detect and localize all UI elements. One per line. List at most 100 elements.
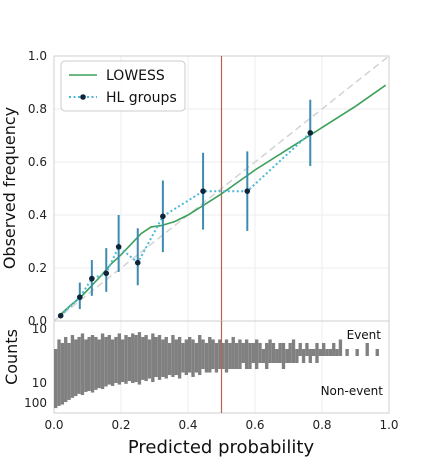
hl-point-5 — [134, 259, 141, 266]
non-event-bar-1 — [57, 356, 61, 406]
non-event-bar-69 — [285, 356, 289, 363]
non-event-bar-46 — [208, 356, 212, 373]
event-bar-58 — [248, 342, 252, 356]
event-bar-21 — [124, 335, 128, 356]
non-event-bar-64 — [268, 356, 272, 363]
event-bar-66 — [275, 349, 279, 356]
counts-upper-tick-0: 10 — [32, 322, 47, 336]
counts-panel: 10 10 100 0.0 0.2 0.4 0.6 0.8 1.0 Event Non-eve… — [2, 320, 399, 458]
non-event-bar-63 — [265, 356, 269, 370]
non-event-bar-66 — [275, 356, 279, 363]
non-event-bar-3 — [64, 356, 68, 403]
non-event-bar-36 — [174, 356, 178, 376]
hl-point-1 — [76, 294, 83, 300]
non-event-bar-59 — [251, 356, 255, 363]
event-bar-86 — [345, 349, 349, 356]
hl-point-2 — [89, 275, 95, 282]
non-event-bar-0 — [54, 356, 58, 409]
non-event-bar-73 — [301, 356, 306, 363]
non-event-bar-33 — [164, 356, 168, 379]
non-event-bar-67 — [278, 356, 282, 363]
hl-groups-line — [60, 132, 311, 317]
event-bar-46 — [208, 336, 212, 356]
y-tick-label-0: 0.0 — [28, 314, 47, 328]
event-bar-48 — [214, 342, 219, 356]
non-event-bar-55 — [238, 356, 242, 370]
non-event-bar-41 — [191, 356, 195, 377]
event-bar-30 — [154, 336, 158, 356]
non-event-bar-8 — [80, 356, 85, 396]
non-event-bar-72 — [295, 356, 299, 363]
event-histogram — [54, 332, 379, 356]
event-bar-19 — [117, 333, 121, 356]
event-bar-65 — [271, 342, 276, 356]
non-event-bar-29 — [151, 356, 155, 383]
non-event-bar-30 — [154, 356, 158, 377]
hl-point-7 — [200, 188, 206, 194]
hl-point-0 — [57, 312, 64, 319]
non-event-bar-5 — [70, 356, 75, 398]
counts-y-axis-label: Counts — [2, 329, 21, 385]
y-tick-label-2: 0.4 — [28, 208, 47, 222]
y-tick-label-3: 0.6 — [28, 155, 47, 169]
event-bar-26 — [141, 336, 145, 356]
non-event-bar-21 — [124, 356, 128, 384]
event-bar-52 — [228, 342, 232, 356]
calibration-y-ticks: 0.0 0.2 0.4 0.6 0.8 1.0 — [28, 49, 47, 328]
event-bar-77 — [311, 349, 316, 356]
non-event-bar-71 — [291, 356, 296, 363]
event-bar-88 — [365, 342, 369, 356]
y-tick-label-4: 0.8 — [28, 102, 47, 116]
non-event-bar-52 — [228, 356, 232, 370]
event-bar-40 — [188, 336, 192, 356]
non-event-bar-25 — [137, 356, 142, 385]
event-bar-15 — [104, 336, 108, 356]
non-event-bar-9 — [84, 356, 88, 392]
event-bar-45 — [204, 342, 209, 356]
event-bar-31 — [157, 335, 162, 356]
event-bar-39 — [184, 339, 188, 356]
event-bar-61 — [258, 342, 262, 356]
event-bar-49 — [218, 339, 222, 356]
non-event-bar-51 — [224, 356, 229, 373]
non-event-bar-20 — [121, 356, 125, 383]
event-bar-64 — [268, 339, 272, 356]
event-bar-68 — [281, 342, 286, 356]
non-event-bar-60 — [255, 356, 259, 370]
x-tick-label-0: 0.0 — [44, 418, 63, 432]
event-bar-69 — [285, 349, 289, 356]
non-event-bar-2 — [60, 356, 65, 405]
non-event-bar-40 — [188, 356, 192, 373]
event-bar-85 — [338, 339, 343, 356]
event-bar-76 — [308, 349, 312, 356]
calibration-panel: 0.0 0.2 0.4 0.6 0.8 1.0 Observed frequency LO… — [0, 49, 390, 328]
event-bar-53 — [231, 336, 235, 356]
hl-point-6 — [160, 213, 166, 220]
non-event-bar-10 — [87, 356, 91, 391]
non-event-bar-15 — [104, 356, 108, 387]
hl-groups-series — [57, 99, 314, 319]
event-bar-29 — [151, 333, 155, 356]
non-event-bar-22 — [127, 356, 132, 382]
non-event-bar-28 — [147, 356, 152, 379]
event-bar-57 — [244, 339, 249, 356]
event-bar-81 — [325, 349, 329, 356]
non-event-bar-24 — [134, 356, 138, 383]
lowess-line — [60, 84, 387, 315]
event-bar-43 — [198, 335, 202, 356]
non-event-bar-31 — [157, 356, 162, 380]
event-bar-0 — [54, 349, 58, 356]
event-bar-51 — [224, 339, 229, 356]
event-bar-60 — [255, 339, 259, 356]
event-bar-62 — [261, 349, 266, 356]
non-event-bar-7 — [77, 356, 81, 394]
event-bar-13 — [97, 339, 101, 356]
non-event-bar-58 — [248, 356, 252, 370]
event-bar-71 — [291, 339, 296, 356]
y-tick-label-1: 0.2 — [28, 261, 47, 275]
legend-hl-label: HL groups — [106, 90, 177, 106]
non-event-bar-43 — [198, 356, 202, 376]
legend-box — [60, 60, 186, 112]
non-event-bar-4 — [67, 356, 71, 400]
non-event-bar-50 — [221, 356, 225, 370]
